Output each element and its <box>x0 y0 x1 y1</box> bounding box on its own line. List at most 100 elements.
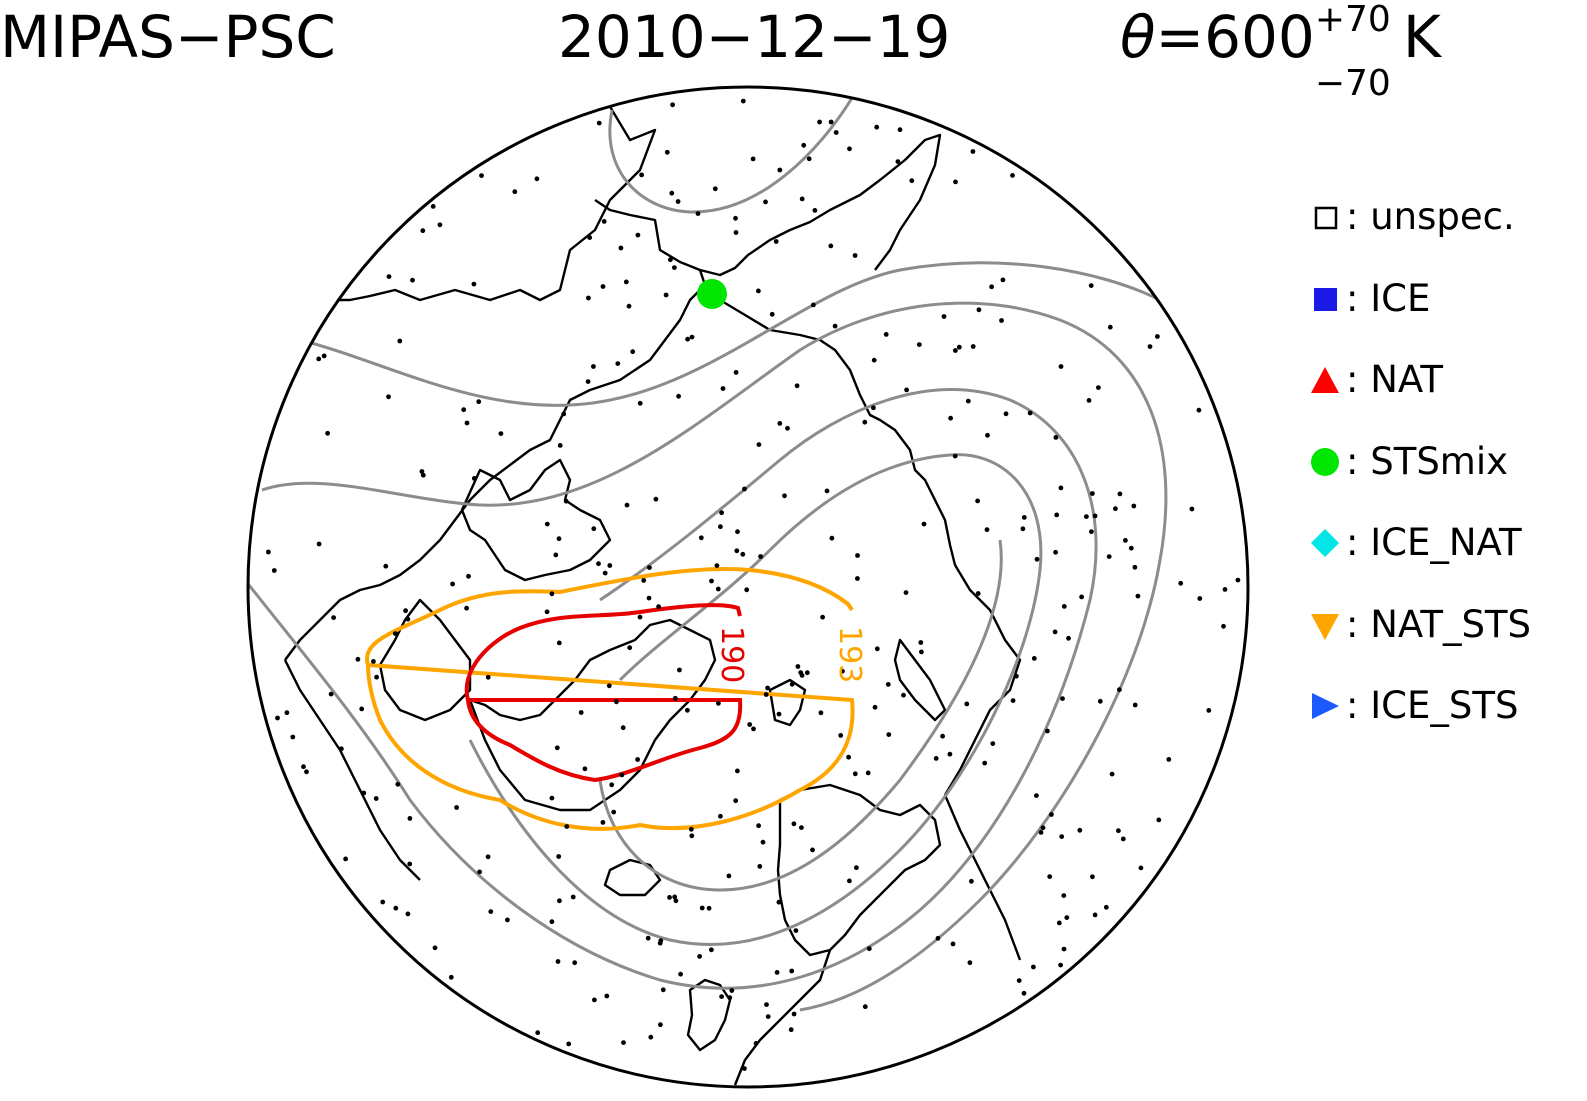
measurement-point <box>648 1034 654 1040</box>
measurement-point <box>477 869 482 875</box>
measurement-point <box>1061 604 1067 609</box>
measurement-point <box>695 211 701 217</box>
measurement-point <box>1054 512 1060 518</box>
measurement-point <box>970 344 976 349</box>
measurement-point <box>1196 407 1202 413</box>
measurement-point <box>614 699 619 705</box>
measurement-point <box>1092 912 1098 918</box>
measurement-point <box>544 521 550 527</box>
measurement-point <box>1084 514 1089 519</box>
measurement-point <box>485 854 491 860</box>
measurement-point <box>1103 904 1109 910</box>
measurement-point <box>1064 915 1070 920</box>
measurement-points <box>266 98 1241 1071</box>
measurement-point <box>964 701 970 707</box>
measurement-point <box>1166 757 1172 762</box>
measurement-point <box>765 685 770 691</box>
measurement-point <box>788 1027 794 1033</box>
measurement-point <box>757 864 763 869</box>
measurement-point <box>1107 324 1113 330</box>
measurement-point <box>601 219 607 224</box>
measurement-point <box>591 526 597 532</box>
measurement-point <box>709 578 714 584</box>
measurement-point <box>984 527 990 533</box>
measurement-point <box>657 940 663 946</box>
measurement-point <box>556 640 562 646</box>
legend-item-nat: : NAT <box>1310 361 1531 443</box>
measurement-point <box>1117 491 1123 497</box>
coastline-canada <box>283 659 421 881</box>
measurement-point <box>799 825 804 830</box>
measurement-point <box>600 284 606 289</box>
background-contours <box>248 97 1168 1012</box>
measurement-point <box>587 235 593 241</box>
measurement-point <box>1097 698 1103 704</box>
measurement-point <box>534 176 540 182</box>
measurement-point <box>733 798 739 804</box>
measurement-point <box>1092 513 1098 519</box>
measurement-point <box>794 383 800 389</box>
measurement-point <box>578 710 584 715</box>
measurement-point <box>866 946 872 952</box>
measurement-point <box>756 823 761 829</box>
measurement-point <box>405 911 411 917</box>
measurement-point <box>675 199 681 204</box>
measurement-point <box>466 573 471 579</box>
coastline-siberia <box>289 89 657 312</box>
measurement-point <box>828 119 834 125</box>
measurement-point <box>852 771 858 777</box>
legend: : unspec. : ICE : NAT : STSmix : ICE_NAT… <box>1310 198 1531 769</box>
measurement-point <box>970 149 976 154</box>
measurement-point <box>689 334 695 340</box>
measurement-point <box>747 722 753 727</box>
measurement-point <box>663 292 669 298</box>
measurement-point <box>846 754 851 760</box>
measurement-point <box>855 553 860 558</box>
measurement-point <box>561 411 567 417</box>
measurement-point <box>410 277 415 283</box>
contour-label-193: 193 <box>832 626 867 683</box>
measurement-point <box>393 905 399 911</box>
measurement-point <box>626 303 632 309</box>
measurement-point <box>339 746 344 752</box>
measurement-point <box>670 102 675 108</box>
measurement-point <box>824 488 830 494</box>
measurement-point <box>1096 385 1101 390</box>
measurement-point <box>733 230 739 235</box>
measurement-point <box>829 535 835 541</box>
measurement-point <box>764 1002 769 1007</box>
measurement-point <box>380 899 386 905</box>
measurement-point <box>549 591 555 597</box>
measurement-point <box>758 554 763 559</box>
measurement-point <box>921 521 927 527</box>
measurement-point <box>1061 893 1067 898</box>
measurement-point <box>1106 554 1112 559</box>
measurement-point <box>862 1004 868 1010</box>
measurement-point <box>871 405 876 411</box>
measurement-point <box>975 498 980 504</box>
grey-contour-top <box>608 97 854 214</box>
measurement-point <box>672 265 677 270</box>
measurement-point <box>1079 594 1084 600</box>
grey-contour-5 <box>598 539 1003 892</box>
measurement-point <box>430 204 436 209</box>
measurement-point <box>1056 920 1062 926</box>
measurement-point <box>818 710 824 716</box>
measurement-point <box>719 510 724 516</box>
measurement-point <box>699 905 705 911</box>
circle-icon <box>1310 447 1340 477</box>
measurement-point <box>806 156 812 162</box>
measurement-point <box>952 453 958 459</box>
measurement-point <box>776 711 782 717</box>
legend-label: : NAT_STS <box>1346 602 1532 646</box>
measurement-point <box>904 387 909 393</box>
measurement-point <box>735 768 740 774</box>
measurement-point <box>847 146 852 152</box>
measurement-point <box>733 370 739 375</box>
measurement-point <box>355 656 361 662</box>
measurement-point <box>886 732 892 737</box>
measurement-point <box>965 398 971 404</box>
measurement-point <box>804 670 810 676</box>
measurement-point <box>512 189 518 195</box>
measurement-point <box>1020 526 1026 532</box>
